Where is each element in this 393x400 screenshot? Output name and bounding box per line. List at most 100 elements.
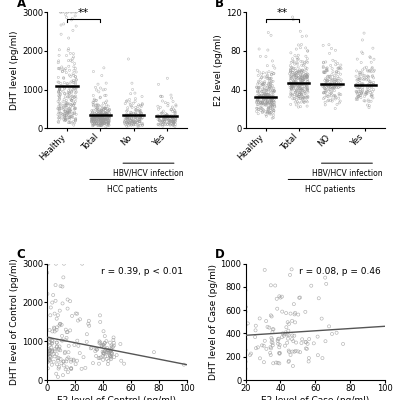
Point (111, 354, 117, 360)
Point (371, 56, 377, 62)
Point (253, 108, 260, 114)
Point (259, 342, 265, 348)
Point (99, 120, 105, 126)
Point (303, 345, 309, 352)
Point (90, 119, 96, 125)
Point (325, 73, 331, 79)
Point (73, 69, 79, 75)
Point (261, 107, 267, 114)
Point (108, 356, 114, 362)
Point (279, 294, 285, 300)
Point (289, 82, 295, 88)
Point (100, 350, 106, 356)
Point (103, 338, 110, 344)
Point (268, 339, 275, 345)
Point (139, 102, 145, 108)
Point (254, 84, 260, 91)
Point (136, 112, 142, 118)
Point (57, 321, 63, 327)
Point (69, 101, 75, 107)
Point (320, 90, 327, 96)
Point (270, 88, 277, 95)
Point (255, 344, 261, 350)
Point (338, 77, 344, 83)
Point (69, 93, 75, 99)
Point (303, 71, 309, 77)
Point (266, 86, 272, 93)
Point (257, 355, 263, 362)
Point (270, 326, 276, 332)
Point (364, 89, 371, 95)
Point (291, 73, 298, 79)
Point (90, 360, 96, 366)
Point (75, 317, 81, 324)
Point (138, 110, 145, 117)
Point (329, 85, 335, 91)
Point (331, 73, 338, 79)
Point (264, 99, 270, 106)
Point (276, 350, 282, 356)
Point (104, 106, 110, 112)
Point (297, 86, 303, 92)
Point (80, 354, 86, 360)
Point (353, 88, 359, 94)
Point (68, 358, 74, 365)
Point (270, 342, 276, 348)
Point (270, 101, 277, 108)
Point (101, 120, 107, 126)
Point (261, 359, 267, 365)
Point (45, 350, 51, 357)
Point (99, 108, 106, 114)
Point (59, 115, 65, 121)
Point (358, 92, 364, 98)
Point (169, 115, 176, 121)
Point (293, 72, 299, 78)
Point (57, 356, 64, 362)
Point (110, 344, 116, 350)
Point (264, 73, 270, 80)
Point (72, 105, 78, 111)
Point (67, 87, 73, 93)
Point (111, 342, 117, 349)
Point (287, 77, 294, 84)
Point (68, 107, 74, 113)
Point (96, 103, 102, 109)
Point (298, 90, 304, 96)
Point (266, 93, 273, 100)
Point (63, 52, 70, 59)
Point (295, 348, 301, 355)
Point (62, 85, 68, 91)
Point (331, 74, 338, 81)
Point (270, 326, 277, 332)
Point (262, 74, 268, 80)
Point (354, 96, 361, 102)
Point (356, 84, 363, 91)
Point (173, 102, 179, 108)
Point (95, 110, 101, 117)
Point (331, 92, 338, 98)
Point (318, 316, 325, 322)
Point (68, 97, 74, 104)
Point (169, 118, 176, 124)
Point (367, 80, 373, 86)
Point (327, 78, 333, 85)
Point (102, 348, 108, 354)
Point (102, 112, 108, 118)
Point (299, 62, 305, 68)
Point (62, 116, 69, 122)
Point (303, 45, 309, 51)
Point (365, 73, 371, 80)
Point (71, 67, 77, 74)
Point (165, 112, 171, 118)
Point (98, 111, 104, 117)
Point (79, 260, 85, 267)
Point (336, 66, 342, 72)
Point (63, 110, 69, 116)
Point (103, 349, 109, 356)
Point (295, 72, 301, 79)
Point (299, 91, 305, 98)
Point (295, 93, 301, 99)
Point (72, 65, 79, 72)
Point (100, 328, 107, 334)
Point (59, 337, 66, 344)
